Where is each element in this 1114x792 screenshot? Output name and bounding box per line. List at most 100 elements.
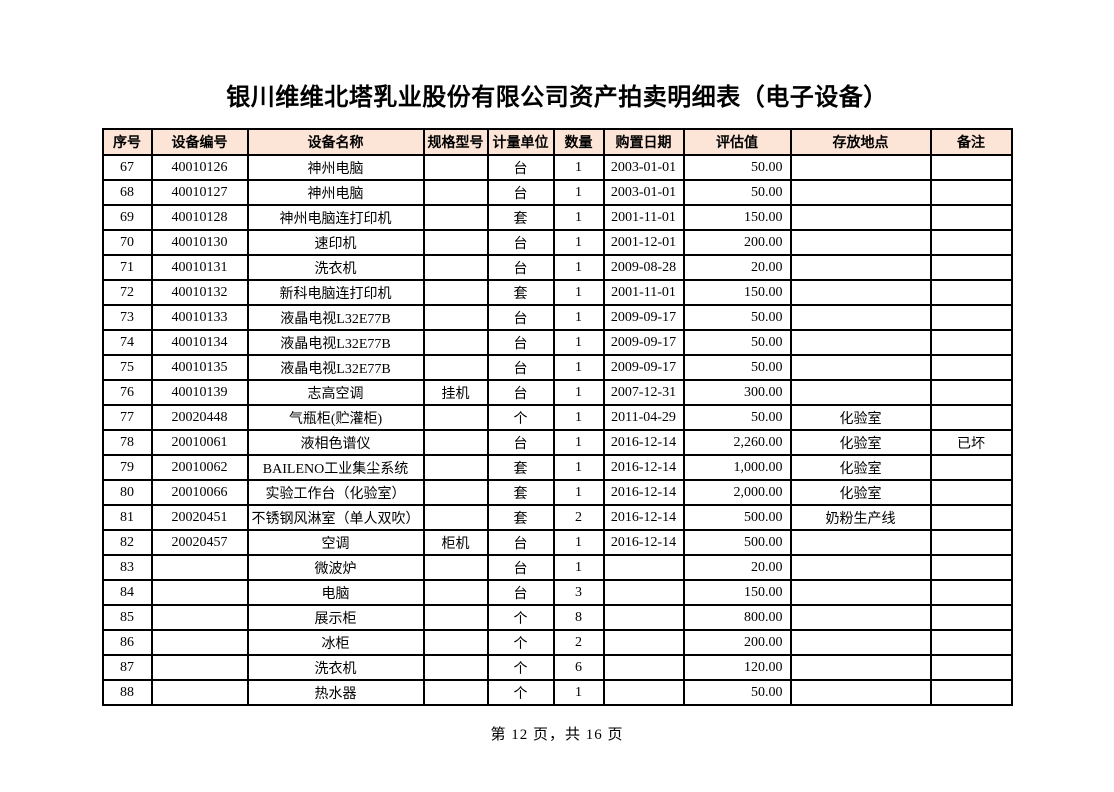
column-header-6: 购置日期	[602, 128, 685, 156]
table-cell: 76	[101, 379, 153, 406]
table-cell: 台	[486, 554, 555, 581]
table-cell	[929, 579, 1013, 606]
table-cell: 40010126	[150, 154, 249, 181]
table-cell	[789, 154, 932, 181]
table-cell	[929, 354, 1013, 381]
table-cell: 87	[101, 654, 153, 681]
table-cell: 奶粉生产线	[789, 504, 932, 531]
table-cell: 志高空调	[246, 379, 425, 406]
table-cell: 50.00	[682, 354, 792, 381]
column-header-3: 规格型号	[422, 128, 489, 156]
table-cell: 空调	[246, 529, 425, 556]
table-cell: 2009-09-17	[602, 329, 685, 356]
column-header-0: 序号	[101, 128, 153, 156]
table-cell: 40010130	[150, 229, 249, 256]
table-cell	[789, 229, 932, 256]
table-cell: 台	[486, 254, 555, 281]
table-cell: 套	[486, 204, 555, 231]
table-cell: 洗衣机	[246, 254, 425, 281]
table-cell: 50.00	[682, 179, 792, 206]
table-cell	[422, 654, 489, 681]
table-cell: 1	[552, 354, 605, 381]
table-cell: 2016-12-14	[602, 529, 685, 556]
table-row: 78 20010061 液相色谱仪 台 1 2016-12-14 2,260.00 化验室 已坏	[101, 429, 1013, 456]
table-cell: 个	[486, 679, 555, 706]
table-cell: 50.00	[682, 329, 792, 356]
table-cell: 800.00	[682, 604, 792, 631]
table-cell: 套	[486, 454, 555, 481]
table-cell: 74	[101, 329, 153, 356]
table-cell: 86	[101, 629, 153, 656]
table-cell: 20020448	[150, 404, 249, 431]
table-cell: 2001-12-01	[602, 229, 685, 256]
table-cell	[789, 554, 932, 581]
table-cell: 1	[552, 254, 605, 281]
table-head: 序号 设备编号 设备名称 规格型号 计量单位 数量 购置日期 评估值 存放地点 备注	[101, 128, 1013, 156]
table-cell	[422, 204, 489, 231]
table-row: 85 展示柜 个 8 800.00	[101, 604, 1013, 631]
table-cell: 台	[486, 529, 555, 556]
table-cell	[150, 604, 249, 631]
table-cell	[929, 504, 1013, 531]
table-cell	[422, 629, 489, 656]
table-cell	[150, 629, 249, 656]
table-cell: 台	[486, 429, 555, 456]
table-cell	[789, 329, 932, 356]
table-cell: BAILENO工业集尘系统	[246, 454, 425, 481]
table-cell: 6	[552, 654, 605, 681]
table-cell	[422, 254, 489, 281]
table-cell	[150, 679, 249, 706]
table-cell: 2016-12-14	[602, 479, 685, 506]
table-cell	[422, 329, 489, 356]
table-row: 75 40010135 液晶电视L32E77B 台 1 2009-09-17 50.00	[101, 354, 1013, 381]
table-cell: 化验室	[789, 454, 932, 481]
table-cell	[929, 279, 1013, 306]
table-cell	[929, 554, 1013, 581]
table-cell: 1	[552, 179, 605, 206]
table-cell	[929, 204, 1013, 231]
table-cell	[422, 304, 489, 331]
table-cell: 79	[101, 454, 153, 481]
table-body: 67 40010126 神州电脑台 1 2003-01-01 50.00 68 4001012…	[101, 154, 1013, 706]
table-cell: 20.00	[682, 254, 792, 281]
table-cell: 20.00	[682, 554, 792, 581]
table-cell: 500.00	[682, 529, 792, 556]
table-cell: 个	[486, 654, 555, 681]
table-cell: 2003-01-01	[602, 154, 685, 181]
table-cell: 2016-12-14	[602, 504, 685, 531]
table-cell: 已坏	[929, 429, 1013, 456]
table-cell: 2	[552, 504, 605, 531]
table-cell	[789, 579, 932, 606]
table-cell: 150.00	[682, 279, 792, 306]
table-row: 77 20020448 气瓶柜(贮灌柜) 个 1 2011-04-29 50.00 化验室	[101, 404, 1013, 431]
table-cell	[789, 354, 932, 381]
table-cell: 40010131	[150, 254, 249, 281]
table-cell	[789, 629, 932, 656]
asset-auction-table: 序号 设备编号 设备名称 规格型号 计量单位 数量 购置日期 评估值 存放地点 备注 67 4001…	[101, 128, 1013, 706]
table-cell: 88	[101, 679, 153, 706]
table-cell: 71	[101, 254, 153, 281]
table-cell: 50.00	[682, 404, 792, 431]
table-cell: 速印机	[246, 229, 425, 256]
table-cell	[929, 654, 1013, 681]
table-cell	[422, 179, 489, 206]
table-cell: 40010133	[150, 304, 249, 331]
table-cell: 洗衣机	[246, 654, 425, 681]
table-cell: 台	[486, 154, 555, 181]
table-row: 86 冰柜 个 2 200.00	[101, 629, 1013, 656]
table-cell: 化验室	[789, 429, 932, 456]
table-cell: 40010135	[150, 354, 249, 381]
table-cell: 200.00	[682, 629, 792, 656]
table-cell: 2007-12-31	[602, 379, 685, 406]
table-cell	[929, 679, 1013, 706]
table-cell: 台	[486, 304, 555, 331]
table-cell	[150, 579, 249, 606]
table-cell: 1	[552, 379, 605, 406]
table-cell: 50.00	[682, 154, 792, 181]
table-cell: 神州电脑	[246, 179, 425, 206]
table-cell	[929, 329, 1013, 356]
table-cell: 展示柜	[246, 604, 425, 631]
table-row: 73 40010133 液晶电视L32E77B 台 1 2009-09-17 50.00	[101, 304, 1013, 331]
table-cell	[422, 479, 489, 506]
